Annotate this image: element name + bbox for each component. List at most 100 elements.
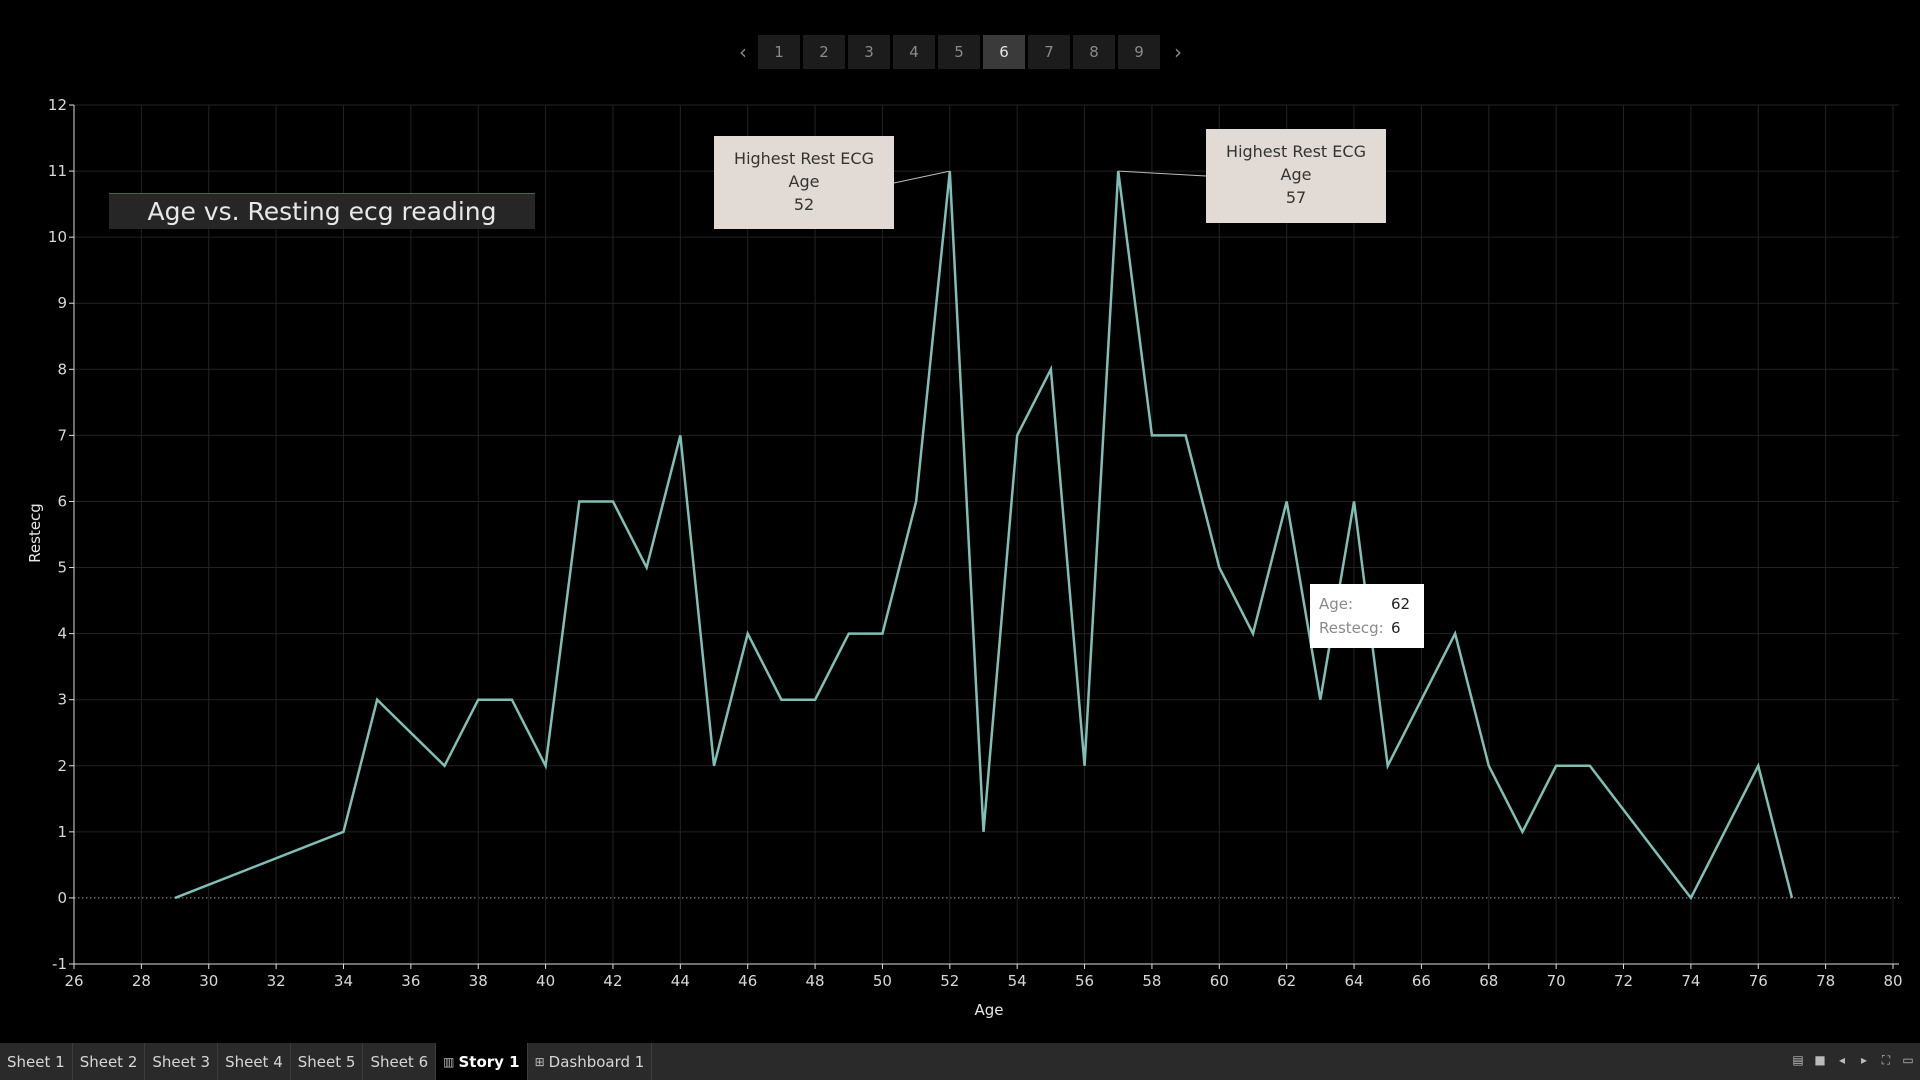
annotation-line2: Age (1280, 165, 1312, 184)
x-tick-label: 68 (1479, 972, 1498, 990)
presentation-icon[interactable]: ▭ (1902, 1053, 1914, 1067)
annotation-line1: Highest Rest ECG (734, 149, 874, 168)
line-chart: 26 28 30 32 34 36 38 40 42 44 46 48 50 52 54 56 58 60 62 64… (26, 96, 1903, 1019)
chevron-left-icon[interactable]: ‹ (739, 40, 747, 64)
annotation-highest-57[interactable]: Highest Rest ECG Age 57 (1206, 129, 1386, 223)
tab-label: Sheet 4 (225, 1052, 283, 1071)
x-tick-label: 56 (1075, 972, 1094, 990)
annotation-highest-52[interactable]: Highest Rest ECG Age 52 (714, 136, 894, 229)
tab-sheet-4[interactable]: Sheet 4 (218, 1043, 291, 1080)
grid (73, 104, 1899, 965)
series-line[interactable] (174, 170, 1794, 901)
x-tick-label: 80 (1883, 972, 1902, 990)
x-tick-label: 42 (603, 972, 622, 990)
y-tick-label: 4 (57, 625, 67, 643)
x-tick-label: 48 (806, 972, 825, 990)
axes (73, 105, 1899, 965)
x-tick-label: 28 (132, 972, 151, 990)
sheet-tab-bar: Sheet 1 Sheet 2 Sheet 3 Sheet 4 Sheet 5 Sheet… (0, 1043, 1920, 1080)
x-axis-title: Age (974, 1001, 1003, 1019)
x-tick-label: 40 (536, 972, 555, 990)
y-tick-label: 1 (57, 823, 67, 841)
y-tick-label: 5 (57, 559, 67, 577)
x-tick-label: 70 (1547, 972, 1566, 990)
annotation-leader-lines (893, 170, 1207, 184)
annotation-value: 57 (1285, 188, 1307, 207)
x-tick-label: 50 (873, 972, 892, 990)
tab-label: Sheet 1 (7, 1052, 65, 1071)
tooltip-restecg-label: Restecg: (1319, 619, 1384, 637)
x-tick-label: 34 (334, 972, 353, 990)
tooltip-restecg-value: 6 (1391, 619, 1401, 637)
story-page-9[interactable]: 9 (1118, 35, 1160, 69)
x-tick-label: 58 (1142, 972, 1161, 990)
annotation-line2: Age (788, 172, 820, 191)
y-tick-label: 6 (57, 492, 67, 510)
x-tick-label: 78 (1816, 972, 1835, 990)
annotation-line1: Highest Rest ECG (1226, 142, 1366, 161)
x-tick-label: 54 (1008, 972, 1027, 990)
x-tick-label: 38 (469, 972, 488, 990)
tooltip-age-value: 62 (1391, 595, 1411, 613)
tab-label: Sheet 6 (370, 1052, 429, 1071)
x-tick-label: 36 (401, 972, 420, 990)
tab-dashboard-1[interactable]: ⊞ Dashboard 1 (528, 1043, 653, 1080)
x-tick-label: 60 (1210, 972, 1229, 990)
tab-label: Story 1 (458, 1052, 520, 1071)
tab-sheet-2[interactable]: Sheet 2 (73, 1043, 146, 1080)
annotation-leader-57 (1118, 170, 1207, 177)
filmstrip-view-icon[interactable]: ▤ (1792, 1053, 1804, 1067)
dashboard-icon: ⊞ (534, 1054, 545, 1069)
story-page-6[interactable]: 6 (983, 35, 1025, 69)
tab-label: Dashboard 1 (548, 1052, 645, 1071)
story-page-8[interactable]: 8 (1073, 35, 1115, 69)
y-tick-label: 11 (48, 162, 67, 180)
x-tick-label: 46 (738, 972, 757, 990)
y-tick-label: 0 (57, 889, 67, 907)
x-tick-label: 76 (1749, 972, 1768, 990)
x-tick-label: 64 (1344, 972, 1363, 990)
y-tick-label: 8 (57, 360, 67, 378)
chevron-right-icon[interactable]: › (1174, 40, 1182, 64)
tab-sheet-6[interactable]: Sheet 6 (363, 1043, 437, 1080)
tab-view-icon[interactable]: ■ (1814, 1053, 1826, 1067)
story-page-4[interactable]: 4 (893, 35, 935, 69)
story-page-2[interactable]: 2 (803, 35, 845, 69)
next-sheet-icon[interactable]: ▸ (1860, 1053, 1868, 1067)
y-tick-label: 7 (57, 426, 67, 444)
fullscreen-icon[interactable]: ⛶ (1881, 1052, 1891, 1067)
annotation-leader-52 (893, 170, 950, 184)
story-page-5[interactable]: 5 (938, 35, 980, 69)
x-tick-label: 74 (1681, 972, 1700, 990)
story-page-7[interactable]: 7 (1028, 35, 1070, 69)
y-tick-label: 2 (57, 757, 67, 775)
tab-sheet-1[interactable]: Sheet 1 (0, 1043, 73, 1080)
tooltip-age-label: Age: (1319, 595, 1354, 613)
tab-label: Sheet 2 (79, 1052, 138, 1071)
x-tick-label: 32 (267, 972, 286, 990)
tab-story-1[interactable]: ▥ Story 1 (436, 1043, 528, 1080)
story-page-1[interactable]: 1 (758, 35, 800, 69)
tab-sheet-3[interactable]: Sheet 3 (145, 1043, 219, 1080)
x-axis-ticks: 26 28 30 32 34 36 38 40 42 44 46 48 50 52 54 56 58 60 62 64… (64, 964, 1903, 990)
x-tick-label: 62 (1277, 972, 1296, 990)
tab-sheet-5[interactable]: Sheet 5 (291, 1043, 364, 1080)
y-tick-label: 10 (48, 228, 67, 246)
story-page-3[interactable]: 3 (848, 35, 890, 69)
y-tick-label: 3 (57, 691, 67, 709)
y-tick-label: -1 (52, 955, 67, 973)
x-tick-label: 52 (940, 972, 959, 990)
x-tick-label: 30 (199, 972, 218, 990)
annotation-value: 52 (793, 195, 815, 214)
series-line-path[interactable] (174, 170, 1794, 901)
y-axis-title: Restecg (26, 503, 44, 563)
x-tick-label: 26 (64, 972, 83, 990)
prev-sheet-icon[interactable]: ◂ (1838, 1053, 1846, 1067)
y-tick-label: 12 (48, 96, 67, 114)
tab-label: Sheet 5 (297, 1052, 356, 1071)
x-tick-label: 66 (1412, 972, 1431, 990)
x-tick-label: 44 (671, 972, 690, 990)
tooltip: Age: 62 Restecg: 6 (1310, 584, 1424, 648)
